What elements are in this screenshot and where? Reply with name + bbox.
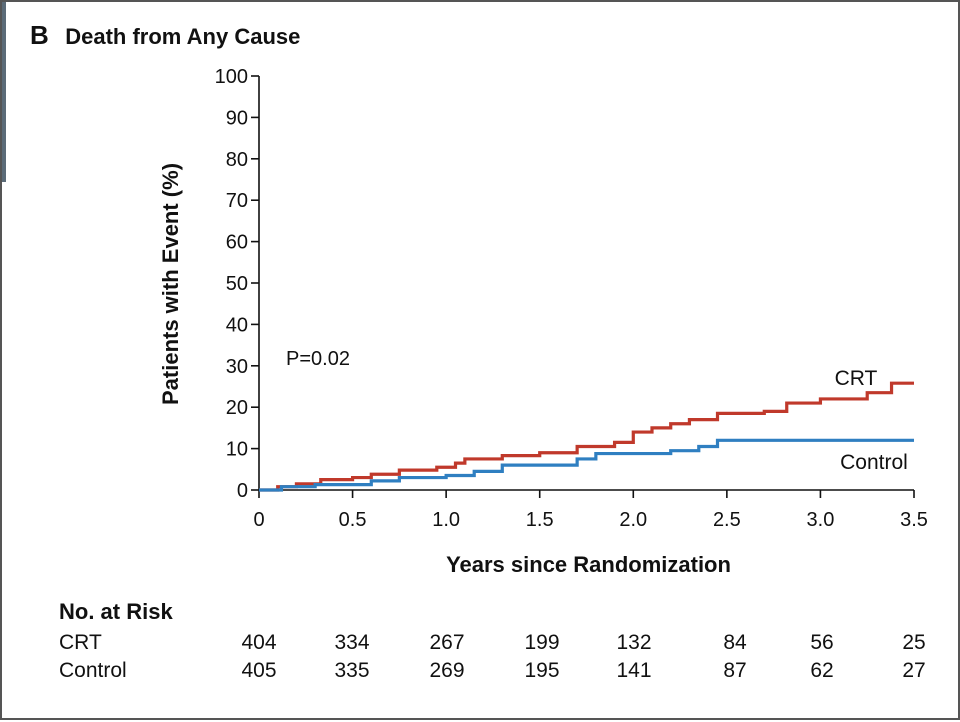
y-tick-label: 80 <box>226 149 248 171</box>
y-tick-label: 70 <box>226 190 248 212</box>
x-axis-title: Years since Randomization <box>446 552 731 577</box>
edge-mark <box>2 2 6 182</box>
x-tick-label: 1.0 <box>432 509 460 531</box>
panel-letter: B <box>30 20 49 50</box>
panel-title: Death from Any Cause <box>65 24 301 49</box>
control-curve <box>259 438 914 492</box>
x-tick-label: 0 <box>253 509 264 531</box>
y-tick-label: 50 <box>226 273 248 295</box>
y-tick-label: 40 <box>226 314 248 336</box>
x-tick-label: 2.5 <box>713 509 741 531</box>
y-tick-label: 30 <box>226 356 248 378</box>
y-axis-title: Patients with Event (%) <box>158 163 183 405</box>
x-tick-label: 1.5 <box>526 509 554 531</box>
x-tick-label: 3.0 <box>807 509 835 531</box>
figure-title: B Death from Any Cause <box>30 20 300 51</box>
y-tick-label: 90 <box>226 107 248 129</box>
crt-curve-label: CRT <box>835 367 878 390</box>
y-tick-label: 0 <box>237 480 248 502</box>
y-tick-label: 10 <box>226 439 248 461</box>
x-tick-label: 3.5 <box>900 509 928 531</box>
x-tick-label: 2.0 <box>619 509 647 531</box>
crt-curve <box>259 381 914 492</box>
x-tick-label: 0.5 <box>339 509 367 531</box>
control-curve-label: Control <box>840 451 908 474</box>
y-tick-label: 100 <box>215 66 248 88</box>
y-tick-label: 60 <box>226 232 248 254</box>
p-value-annotation: P=0.02 <box>286 348 350 370</box>
y-tick-label: 20 <box>226 397 248 419</box>
